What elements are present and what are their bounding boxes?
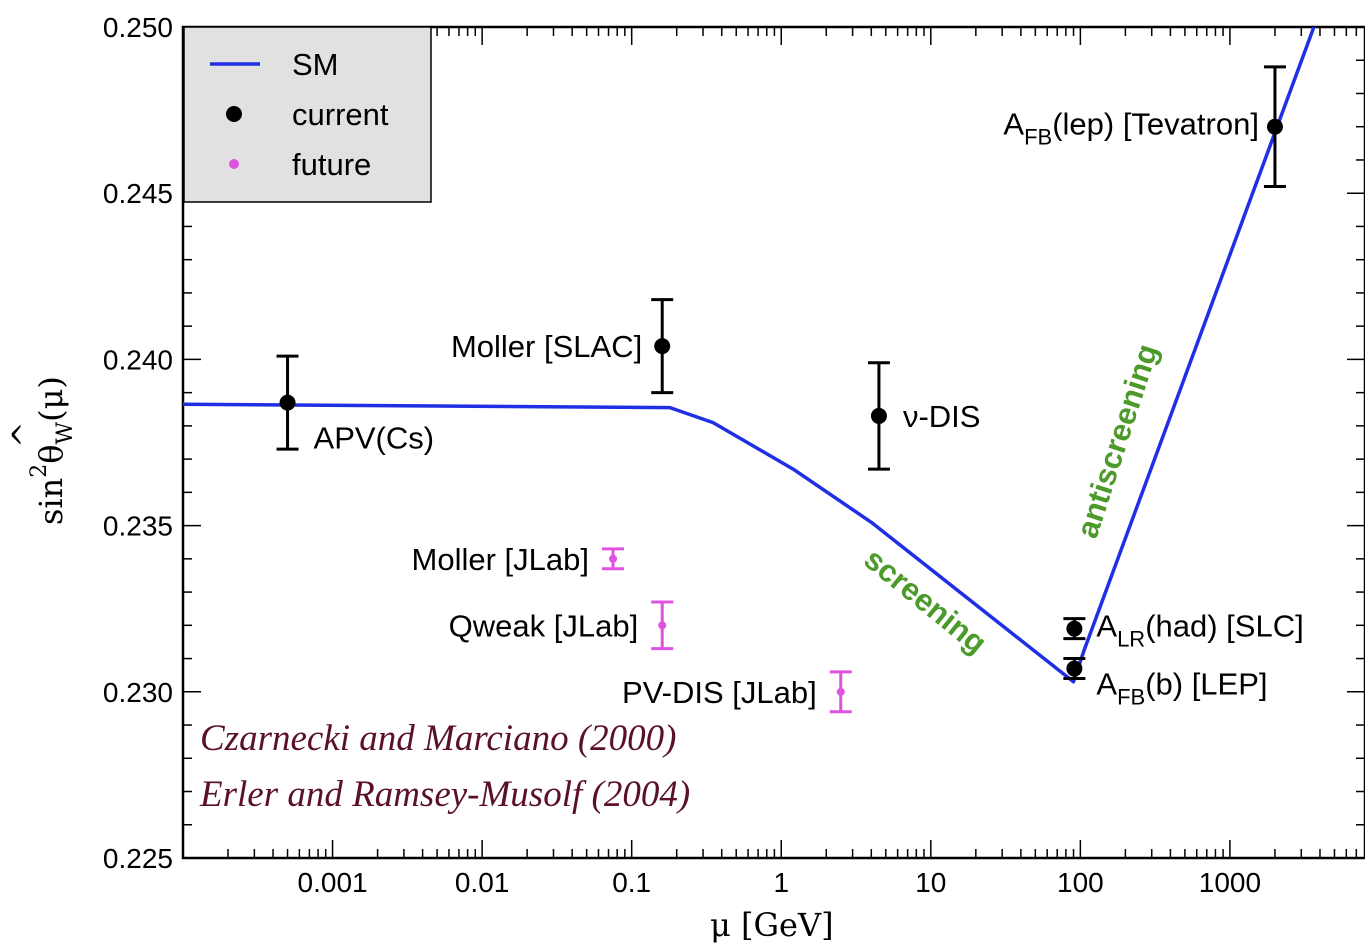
label-moller-slac: Moller [SLAC] (451, 329, 642, 364)
label-qweak: Qweak [JLab] (449, 608, 639, 643)
x-tick-label: 0.001 (298, 867, 368, 898)
current-point (1063, 617, 1086, 641)
data-point (1266, 118, 1283, 135)
label-moller-jlab: Moller [JLab] (412, 542, 589, 577)
data-point (608, 554, 617, 563)
axes-group: 0.001 0.01 0.1 1 10 100 1000 0.225 0.230 0.235 0.2… (103, 12, 1365, 898)
x-axis-title: μ [GeV] (710, 906, 834, 944)
x-tick-label: 1000 (1199, 867, 1261, 898)
current-point (1263, 65, 1286, 189)
label-apv: APV(Cs) (314, 421, 435, 456)
data-point (658, 621, 667, 630)
ylabel-sup: 2 (27, 464, 52, 478)
future-point (829, 670, 852, 714)
label-sub: FB (1024, 125, 1052, 150)
sm-line (183, 27, 1316, 684)
data-point (1066, 660, 1083, 677)
label-rest: (lep) [Tevatron] (1052, 107, 1259, 142)
credit-line-2: Erler and Ramsey-Musolf (2004) (199, 774, 690, 815)
label-main: A (1096, 667, 1117, 702)
label-sub: LR (1117, 627, 1145, 652)
ylabel-sin: sin (32, 478, 70, 525)
label-sub: FB (1117, 685, 1145, 710)
label-main: A (1096, 609, 1117, 644)
future-point (601, 547, 624, 571)
y-tick-label: 0.250 (103, 12, 173, 43)
ylabel-arg: (μ) (32, 376, 70, 422)
legend: SM current future (183, 26, 432, 203)
data-point (836, 687, 845, 696)
credit-line-1: Czarnecki and Marciano (2000) (200, 718, 676, 759)
x-tick-label: 100 (1057, 867, 1104, 898)
label-afb-tevatron: AFB(lep) [Tevatron] (1003, 107, 1259, 150)
y-tick-label: 0.230 (103, 677, 173, 708)
y-tick-label: 0.235 (103, 511, 173, 542)
label-afb-lep: AFB(b) [LEP] (1096, 667, 1267, 710)
legend-box (183, 26, 432, 203)
svg-text:sin2θW(μ): sin2θW(μ) (27, 376, 78, 525)
x-tick-label: 0.1 (612, 867, 651, 898)
sm-line-layer (183, 27, 1316, 684)
y-axis-title: sin2θW(μ) ^ (5, 376, 78, 525)
y-tick-label: 0.240 (103, 344, 173, 375)
legend-current-swatch (226, 106, 242, 122)
label-alr-slc: ALR(had) [SLC] (1096, 609, 1303, 652)
annotation-antiscreening: antiscreening (1069, 340, 1165, 543)
legend-current-label: current (292, 97, 389, 132)
data-point (279, 394, 296, 411)
x-tick-label: 1 (773, 867, 789, 898)
x-tick-label: 0.01 (455, 867, 510, 898)
data-point (654, 338, 671, 355)
ylabel-sub: W (53, 421, 78, 444)
current-point (651, 298, 674, 395)
label-main: A (1003, 107, 1024, 142)
current-point (867, 361, 890, 471)
future-point (651, 600, 674, 651)
y-tick-label: 0.245 (103, 178, 173, 209)
y-tick-label: 0.225 (103, 843, 173, 874)
current-point (276, 354, 299, 451)
label-pvdis: PV-DIS [JLab] (622, 675, 817, 710)
x-tick-label: 10 (915, 867, 946, 898)
data-points-layer (276, 65, 1286, 714)
ylabel-theta: θ (32, 444, 70, 463)
label-nu-dis: ν-DIS (903, 399, 981, 434)
legend-future-swatch (229, 159, 239, 169)
data-point (1066, 620, 1083, 637)
data-point (870, 407, 887, 424)
label-rest: (had) [SLC] (1145, 609, 1304, 644)
ylabel-hat: ^ (5, 421, 43, 448)
legend-future-label: future (292, 147, 371, 182)
label-rest: (b) [LEP] (1145, 667, 1267, 702)
legend-sm-label: SM (292, 47, 339, 82)
current-point (1063, 657, 1086, 681)
